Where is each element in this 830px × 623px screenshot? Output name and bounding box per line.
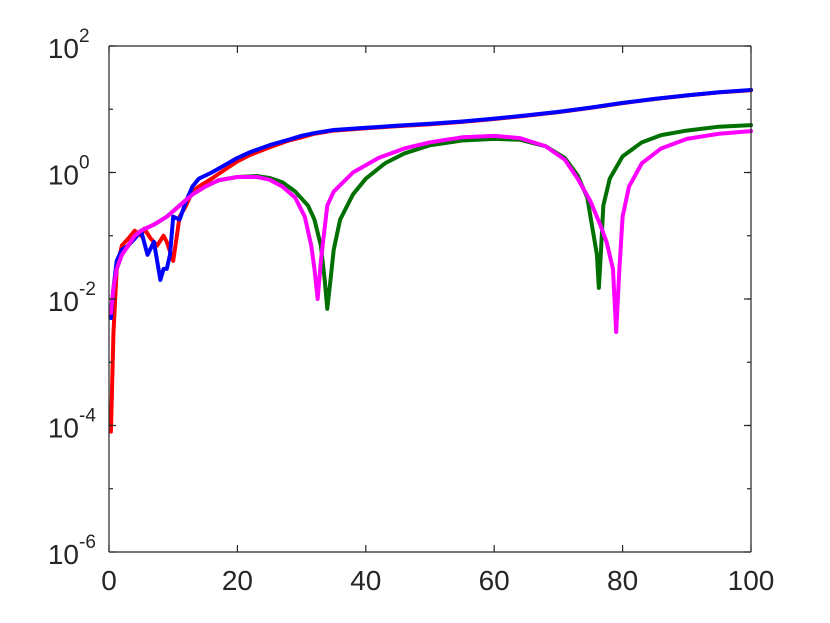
y-tick-exponent: 0 <box>79 153 90 174</box>
y-tick-base: 10 <box>48 286 79 317</box>
y-tick-label: 10 -2 <box>48 279 96 317</box>
x-tick-label: 100 <box>728 565 775 596</box>
x-tick-label: 60 <box>479 565 510 596</box>
y-tick-exponent: -2 <box>79 279 96 300</box>
y-tick-label: 10 -4 <box>48 406 96 444</box>
series-line-2 <box>108 87 753 321</box>
x-tick-label: 40 <box>350 565 381 596</box>
y-tick-label: 10 -6 <box>48 532 96 570</box>
plot-area <box>109 46 751 552</box>
x-axis-ticks: 0 20 40 60 80 100 <box>101 46 774 596</box>
series-line-4 <box>108 129 753 335</box>
y-tick-base: 10 <box>48 413 79 444</box>
y-tick-base: 10 <box>48 539 79 570</box>
x-tick-label: 20 <box>222 565 253 596</box>
y-tick-base: 10 <box>48 33 79 64</box>
series-layer <box>108 87 753 434</box>
x-tick-label: 80 <box>607 565 638 596</box>
y-tick-exponent: -6 <box>79 532 96 553</box>
y-tick-label: 10 2 <box>48 26 90 64</box>
y-tick-exponent: 2 <box>79 26 90 47</box>
plot-background <box>109 46 751 552</box>
y-tick-label: 10 0 <box>48 153 90 191</box>
y-tick-exponent: -4 <box>79 406 96 427</box>
y-tick-base: 10 <box>48 160 79 191</box>
x-tick-label: 0 <box>101 565 117 596</box>
